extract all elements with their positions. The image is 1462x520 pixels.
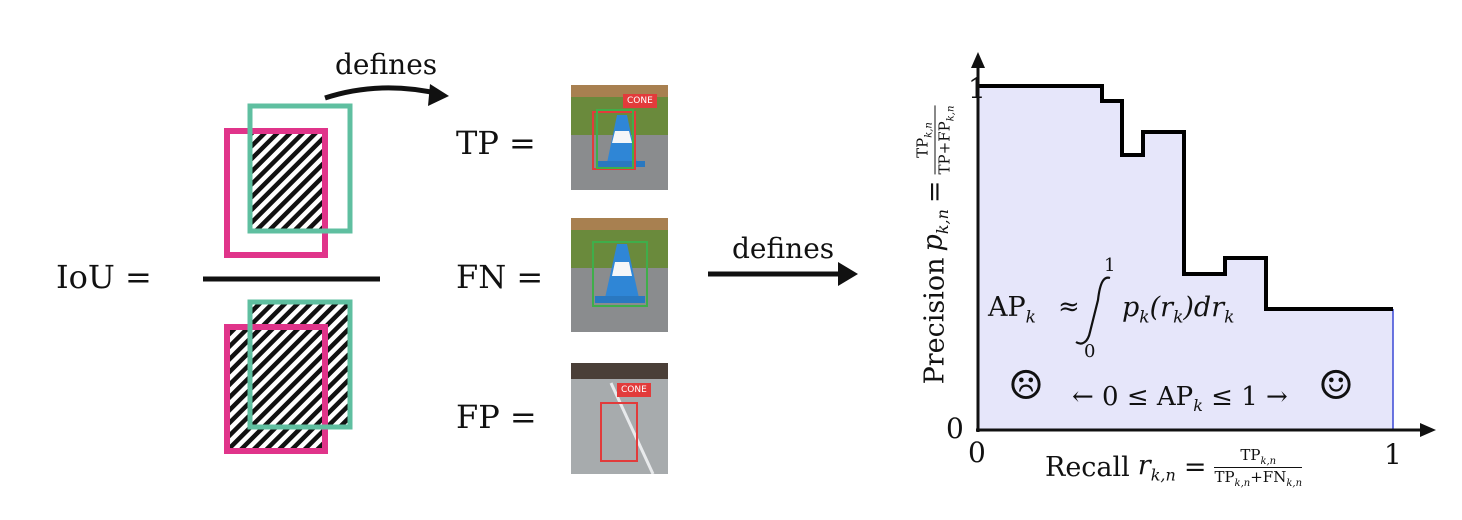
defines-straight-arrowhead (838, 262, 858, 286)
y-var: pk,n (917, 209, 953, 252)
defines-curved-arrow (324, 85, 441, 101)
fn-label: FN = (456, 258, 544, 296)
x-axis-label: Recall (1045, 452, 1130, 483)
defines-curved-arrowhead (428, 84, 449, 106)
defines-label-top: defines (335, 48, 438, 81)
integrand: pk(rk)drk (1122, 292, 1235, 328)
fn-example-image (571, 218, 668, 332)
integral-lower-limit: 0 (1084, 341, 1096, 362)
integral-sign (1075, 276, 1111, 345)
y-eq: = (919, 180, 951, 204)
x-var: rk,n (1137, 450, 1176, 485)
x-tick-1: 1 (1384, 438, 1402, 471)
predicted-box-magenta (224, 128, 328, 258)
sad-face-icon: ☹ (1008, 363, 1044, 409)
defines-label-middle: defines (732, 232, 835, 265)
union-hatch (227, 327, 325, 451)
iou-label: IoU = (56, 258, 152, 296)
ap-approx: ≈ (1058, 292, 1080, 322)
tp-label: TP = (456, 124, 536, 162)
tp-example-image: CONE (571, 85, 668, 190)
y-tick-0: 0 (946, 412, 964, 445)
precision-recall-step-curve (978, 84, 1393, 311)
iou-numerator (224, 103, 353, 258)
x-tick-0: 0 (968, 436, 986, 469)
integral-upper-limit: 1 (1104, 255, 1116, 276)
happy-face-icon: ☺ (1318, 363, 1354, 409)
ground-truth-box-teal-union (247, 299, 353, 430)
ap-range: ← 0 ≤ APk ≤ 1 → (1072, 382, 1288, 416)
fp-example-image: CONE (571, 363, 668, 474)
tp-cone-tag: CONE (623, 94, 657, 108)
y-fraction: TPk,n TP+FPk,n (913, 105, 957, 175)
ap-lhs: APk (988, 292, 1036, 328)
y-tick-1: 1 (968, 72, 986, 105)
y-axis-label: Precision (919, 257, 951, 385)
y-axis-arrowhead (971, 52, 985, 68)
ground-truth-box-teal (247, 103, 353, 234)
predicted-box-magenta-union (224, 324, 328, 454)
intersection-hatch (250, 131, 325, 231)
x-fraction: TPk,n TPk,n+FNk,n (1214, 446, 1303, 489)
x-eq: = (1183, 452, 1207, 483)
x-axis-label-group: Recall rk,n = TPk,n TPk,n+FNk,n (1045, 446, 1303, 489)
x-axis-arrowhead (1420, 423, 1436, 437)
fp-label: FP = (456, 398, 537, 436)
iou-denominator (224, 299, 353, 454)
fp-cone-tag: CONE (617, 383, 651, 397)
